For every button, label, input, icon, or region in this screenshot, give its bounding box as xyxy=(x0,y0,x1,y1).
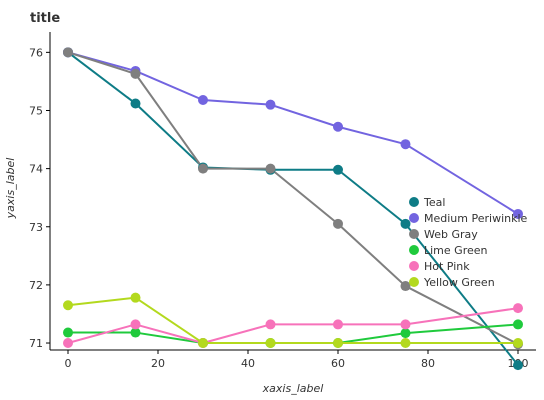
data-point-web-gray xyxy=(198,163,208,174)
data-point-teal xyxy=(130,98,141,109)
data-point-lime-green xyxy=(130,327,141,338)
data-point-web-gray xyxy=(130,68,141,79)
legend-marker-yellow-green xyxy=(409,277,419,287)
legend-label-yellow-green: Yellow Green xyxy=(423,276,495,289)
data-point-teal xyxy=(333,164,343,175)
data-point-web-gray xyxy=(333,218,343,229)
legend-marker-medium-periwinkle xyxy=(409,213,419,223)
data-point-yellow-green xyxy=(400,338,411,349)
data-point-medium-periwinkle xyxy=(400,139,411,150)
data-point-teal xyxy=(513,360,523,371)
y-tick-label: 72 xyxy=(29,279,43,292)
x-tick-label: 40 xyxy=(241,357,255,370)
data-point-hot-pink xyxy=(265,319,276,330)
data-point-hot-pink xyxy=(333,319,343,330)
legend: Teal Medium Periwinkle Web Gray Lime Green H… xyxy=(409,196,528,289)
data-point-hot-pink xyxy=(63,338,73,349)
series-points xyxy=(63,47,523,371)
axes: 717273747576020406080100 xyxy=(29,32,536,370)
data-point-lime-green xyxy=(400,328,411,339)
x-tick-label: 0 xyxy=(65,357,72,370)
data-point-lime-green xyxy=(513,319,523,330)
y-tick-label: 71 xyxy=(29,337,43,350)
chart-title: title xyxy=(30,11,60,26)
data-point-hot-pink xyxy=(400,319,411,330)
legend-label-teal: Teal xyxy=(423,196,445,209)
data-point-medium-periwinkle xyxy=(513,208,523,219)
x-tick-label: 60 xyxy=(331,357,345,370)
x-tick-label: 20 xyxy=(151,357,165,370)
data-point-web-gray xyxy=(63,47,73,58)
y-axis-title: yaxis_label xyxy=(4,158,17,220)
data-point-hot-pink xyxy=(130,319,141,330)
y-tick-label: 75 xyxy=(29,104,43,117)
data-point-yellow-green xyxy=(198,338,208,349)
data-point-web-gray xyxy=(400,281,411,292)
legend-marker-teal xyxy=(409,197,419,207)
data-point-yellow-green xyxy=(265,338,276,349)
x-tick-label: 80 xyxy=(421,357,435,370)
data-point-teal xyxy=(400,218,411,229)
data-point-lime-green xyxy=(63,327,73,338)
legend-marker-web-gray xyxy=(409,229,419,239)
y-tick-label: 73 xyxy=(29,221,43,234)
data-point-yellow-green xyxy=(333,338,343,349)
y-tick-label: 74 xyxy=(29,163,43,176)
legend-label-lime-green: Lime Green xyxy=(424,244,488,257)
data-point-medium-periwinkle xyxy=(198,95,208,106)
data-point-yellow-green xyxy=(130,292,141,303)
y-tick-label: 76 xyxy=(29,46,43,59)
legend-marker-hot-pink xyxy=(409,261,419,271)
data-point-medium-periwinkle xyxy=(265,99,276,110)
legend-marker-lime-green xyxy=(409,245,419,255)
data-point-medium-periwinkle xyxy=(333,121,343,132)
legend-label-medium-periwinkle: Medium Periwinkle xyxy=(424,212,528,225)
legend-label-hot-pink: Hot Pink xyxy=(424,260,470,273)
legend-label-web-gray: Web Gray xyxy=(424,228,478,241)
data-point-yellow-green xyxy=(63,300,73,311)
data-point-yellow-green xyxy=(513,338,523,349)
data-point-hot-pink xyxy=(513,303,523,314)
data-point-web-gray xyxy=(265,163,276,174)
x-axis-title: xaxis_label xyxy=(262,382,324,395)
